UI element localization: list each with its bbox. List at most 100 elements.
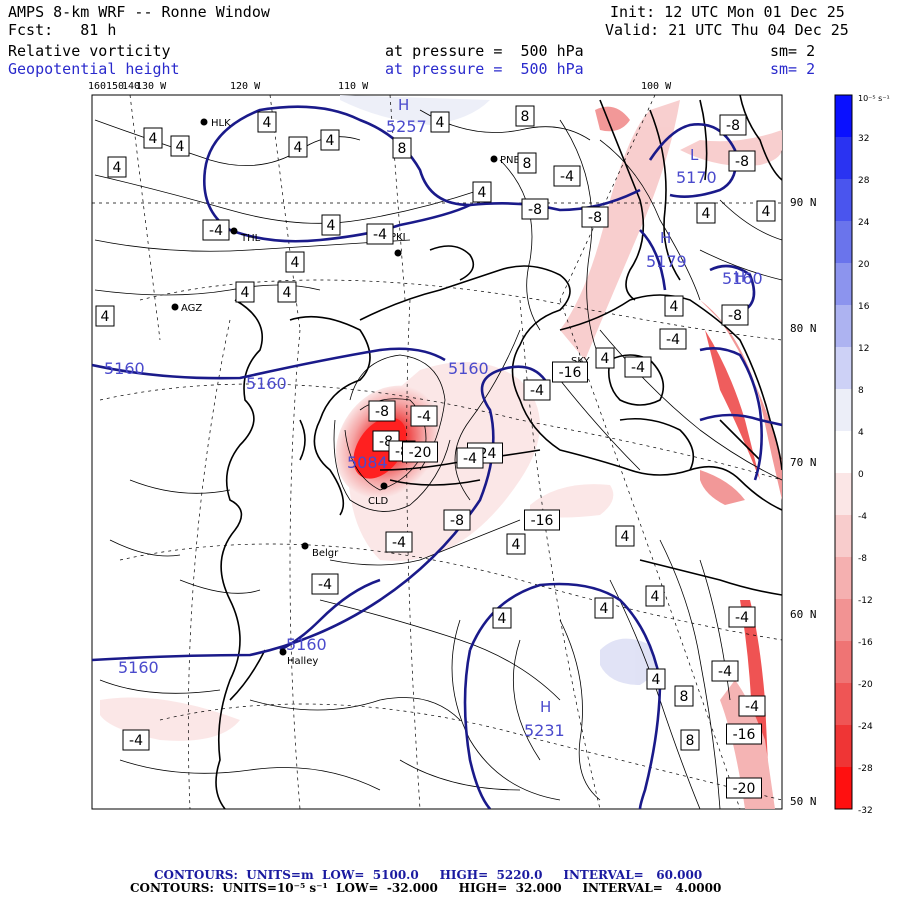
svg-text:4: 4	[176, 139, 185, 155]
colorbar-tick-label: -32	[858, 806, 873, 816]
vorticity-contour-label: 4	[235, 281, 255, 303]
svg-text:-4: -4	[631, 360, 645, 376]
vorticity-contour-label: 4	[170, 135, 190, 157]
svg-text:-8: -8	[728, 308, 742, 324]
vorticity-contour-label: -20	[402, 441, 438, 463]
longitude-label: 100 W	[641, 81, 672, 92]
svg-text:4: 4	[436, 115, 445, 131]
colorbar-segment	[835, 515, 852, 558]
pressure-level-2: at pressure = 500 hPa	[385, 60, 584, 78]
svg-text:4: 4	[113, 160, 122, 176]
colorbar-unit: 10⁻⁵ s⁻¹	[858, 94, 890, 103]
colorbar-segment	[835, 725, 852, 768]
vorticity-contour-label: 4	[756, 200, 776, 222]
svg-text:4: 4	[600, 601, 609, 617]
colorbar-segment	[835, 305, 852, 348]
svg-text:8: 8	[398, 141, 407, 157]
svg-text:-20: -20	[733, 781, 756, 797]
colorbar-tick-label: 8	[858, 386, 864, 396]
colorbar: 10⁻⁵ s⁻¹ 32 28 24 20 16 12 8 4 0 -4 -8 -12 -16 -20 -24 -…	[834, 94, 890, 816]
vorticity-contour-label: 8	[680, 729, 700, 751]
vorticity-contour-label: 4	[492, 607, 512, 629]
height-contour-label: 5084	[347, 453, 388, 472]
latitude-label: 80 N	[790, 322, 817, 335]
vorticity-contour-label: -8	[728, 150, 756, 172]
vorticity-contour-label: 4	[285, 251, 305, 273]
colorbar-segment	[835, 221, 852, 264]
model-title: AMPS 8-km WRF -- Ronne Window	[8, 3, 270, 21]
colorbar-segment	[835, 347, 852, 390]
svg-text:-4: -4	[129, 733, 143, 749]
colorbar-tick-label: -12	[858, 596, 873, 606]
svg-text:4: 4	[601, 351, 610, 367]
colorbar-tick-label: -28	[858, 764, 873, 774]
height-contour-label: 5160	[104, 359, 145, 378]
colorbar-tick-label: 0	[858, 470, 864, 480]
colorbar-tick-label: 28	[858, 176, 870, 186]
height-contour-label: 5160	[722, 269, 763, 288]
vorticity-contour-label: -4	[523, 379, 551, 401]
colorbar-segment	[835, 137, 852, 180]
svg-text:-16: -16	[733, 727, 756, 743]
svg-text:4: 4	[478, 185, 487, 201]
height-contour-label: 5160	[246, 374, 287, 393]
vorticity-contour-label: -4	[202, 219, 230, 241]
svg-text:-4: -4	[318, 577, 332, 593]
svg-text:4: 4	[149, 131, 158, 147]
height-contours	[92, 105, 782, 809]
colorbar-tick-label: 32	[858, 134, 869, 144]
height-contour-label: 5179	[646, 252, 687, 271]
svg-text:-8: -8	[588, 210, 602, 226]
vorticity-contour-label: -4	[311, 573, 339, 595]
svg-text:-4: -4	[718, 664, 732, 680]
station-belgr: Belgr	[312, 548, 339, 559]
vorticity-contour-label: -8	[721, 304, 749, 326]
colorbar-segment	[835, 389, 852, 432]
vorticity-contour-label: -4	[553, 165, 581, 187]
height-contour-label: 5160	[118, 658, 159, 677]
vorticity-contour-label: -20	[726, 777, 762, 799]
vorticity-contour-label: 4	[506, 533, 526, 555]
longitude-label: 140	[122, 81, 140, 92]
latitude-label: 60 N	[790, 608, 817, 621]
vorticity-contour-label: -4	[659, 328, 687, 350]
colorbar-tick-label: -8	[858, 554, 867, 564]
vorticity-contour-label: 4	[288, 136, 308, 158]
longitude-label: 120 W	[230, 81, 261, 92]
longitude-label: 110 W	[338, 81, 369, 92]
svg-text:-16: -16	[531, 513, 554, 529]
station-agz: AGZ	[181, 303, 202, 314]
footer-vorticity-contours: CONTOURS: UNITS=10⁻⁵ s⁻¹ LOW= -32.000 HI…	[130, 881, 722, 895]
colorbar-tick-label: 12	[858, 344, 869, 354]
vorticity-contour-label: 4	[320, 129, 340, 151]
vorticity-contour-label: -4	[122, 729, 150, 751]
svg-text:-4: -4	[417, 409, 431, 425]
svg-text:4: 4	[651, 589, 660, 605]
svg-text:4: 4	[283, 285, 292, 301]
pressure-center-label: H	[734, 268, 745, 286]
vorticity-contour-label: -8	[521, 198, 549, 220]
vorticity-contour-label: -16	[726, 723, 762, 745]
smoothing-2: sm= 2	[770, 60, 816, 78]
vorticity-contour-label: -4	[385, 531, 413, 553]
station-thl: THL	[240, 233, 261, 244]
svg-text:-8: -8	[735, 154, 749, 170]
svg-text:-4: -4	[530, 383, 544, 399]
vorticity-contour-label: 4	[664, 295, 684, 317]
svg-text:4: 4	[498, 611, 507, 627]
vorticity-contour-label: 4	[645, 585, 665, 607]
colorbar-segment	[835, 599, 852, 642]
svg-text:4: 4	[762, 204, 771, 220]
svg-text:4: 4	[670, 299, 679, 315]
height-contour-label: 5231	[524, 721, 565, 740]
vorticity-contour-label: 4	[277, 281, 297, 303]
vorticity-contour-label: 4	[696, 202, 716, 224]
svg-text:-4: -4	[666, 332, 680, 348]
vorticity-contour-label: -4	[410, 405, 438, 427]
svg-text:-4: -4	[463, 451, 477, 467]
height-contour-label: 5257	[386, 117, 427, 136]
station-cld: CLD	[368, 496, 389, 507]
svg-text:4: 4	[291, 255, 300, 271]
svg-text:8: 8	[523, 156, 532, 172]
latitude-label: 70 N	[790, 456, 817, 469]
